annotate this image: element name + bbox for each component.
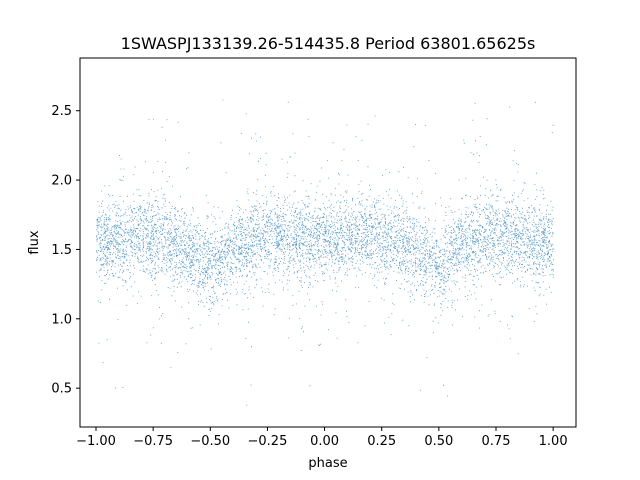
x-tick-label: −0.75 (133, 434, 173, 449)
y-axis-label: flux (27, 230, 42, 254)
y-tick-label: 1.5 (51, 243, 72, 258)
y-tick-label: 0.5 (51, 382, 72, 397)
x-tick-label: 0.50 (424, 434, 453, 449)
x-tick-label: 0.25 (367, 434, 396, 449)
x-tick-label: −0.25 (248, 434, 288, 449)
x-tick-label: 0.75 (482, 434, 511, 449)
y-tick-label: 1.0 (51, 312, 72, 327)
x-axis: −1.00 −0.75 −0.50 −0.25 0.00 0.25 0.50 0.75 1.00 (76, 427, 568, 449)
chart-title: 1SWASPJ133139.26-514435.8 Period 63801.6… (121, 34, 536, 53)
y-tick-label: 2.5 (51, 104, 72, 119)
x-axis-label: phase (308, 456, 347, 471)
plot-frame (79, 57, 577, 428)
x-tick-label: −0.50 (190, 434, 230, 449)
y-axis: 0.5 1.0 1.5 2.0 2.5 (51, 104, 80, 397)
data-points (96, 99, 554, 406)
y-tick-label: 2.0 (51, 174, 72, 189)
x-tick-label: −1.00 (76, 434, 116, 449)
x-tick-label: 1.00 (539, 434, 568, 449)
x-tick-label: 0.00 (310, 434, 339, 449)
scatter-points (96, 99, 554, 406)
